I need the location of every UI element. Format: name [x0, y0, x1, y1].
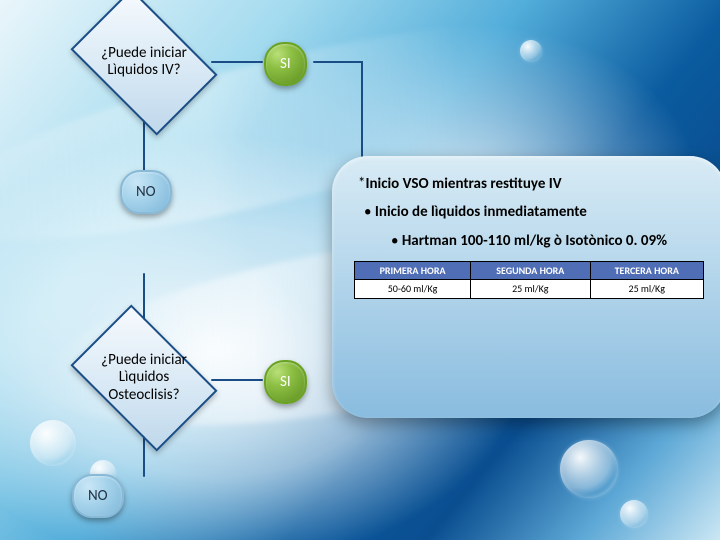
table-cell: 25 ml/Kg: [590, 280, 704, 299]
decorative-bubble: [560, 440, 618, 498]
panel-line-1: *Inicio VSO mientras restituye IV: [358, 174, 704, 194]
panel-line3-text: Hartman 100-110 ml/kg ò Isotònico 0. 09%: [402, 232, 667, 250]
panel-line1-bold: Inicio VSO mientras restituye IV: [365, 175, 561, 193]
decorative-bubble: [620, 500, 648, 528]
table-header-row: PRIMERA HORASEGUNDA HORATERCERA HORA: [355, 261, 704, 280]
decision-liquidos-iv: ¿Puede iniciar Lìquidos IV?: [74, 12, 214, 112]
panel-line-2: • Inicio de lìquidos inmediatamente: [364, 202, 704, 222]
flowchart-stage: ¿Puede iniciar Lìquidos IV? SI NO ¿Puede…: [0, 0, 720, 540]
badge-label: SI: [280, 55, 291, 73]
table-header-cell: SEGUNDA HORA: [471, 261, 590, 280]
bullet-icon: •: [364, 203, 371, 221]
badge-si-2: SI: [264, 360, 307, 404]
table-header-cell: PRIMERA HORA: [355, 261, 471, 280]
panel-line-3: • Hartman 100-110 ml/kg ò Isotònico 0. 0…: [354, 231, 704, 251]
table-header-cell: TERCERA HORA: [590, 261, 704, 280]
info-panel: *Inicio VSO mientras restituye IV • Inic…: [332, 156, 720, 418]
panel-line2-text: Inicio de lìquidos inmediatamente: [375, 203, 587, 221]
decision-label: ¿Puede iniciar Lìquidos IV?: [74, 12, 214, 112]
decorative-bubble: [520, 40, 542, 62]
dosage-table: PRIMERA HORASEGUNDA HORATERCERA HORA 50-…: [354, 261, 704, 299]
bullet-icon: •: [391, 232, 398, 250]
decision-liquidos-osteoclisis: ¿Puede iniciar Lìquidos Osteoclisis?: [74, 328, 214, 428]
badge-label: NO: [88, 487, 108, 505]
table-cell: 25 ml/Kg: [471, 280, 590, 299]
badge-no-1: NO: [120, 170, 172, 214]
badge-si-1: SI: [264, 42, 307, 86]
badge-label: NO: [136, 183, 156, 201]
decision-label: ¿Puede iniciar Lìquidos Osteoclisis?: [74, 328, 214, 428]
badge-label: SI: [280, 373, 291, 391]
decorative-bubble: [30, 420, 76, 466]
badge-no-2: NO: [72, 474, 124, 518]
table-row: 50-60 ml/Kg25 ml/Kg25 ml/Kg: [355, 280, 704, 299]
table-body: 50-60 ml/Kg25 ml/Kg25 ml/Kg: [355, 280, 704, 299]
table-cell: 50-60 ml/Kg: [355, 280, 471, 299]
